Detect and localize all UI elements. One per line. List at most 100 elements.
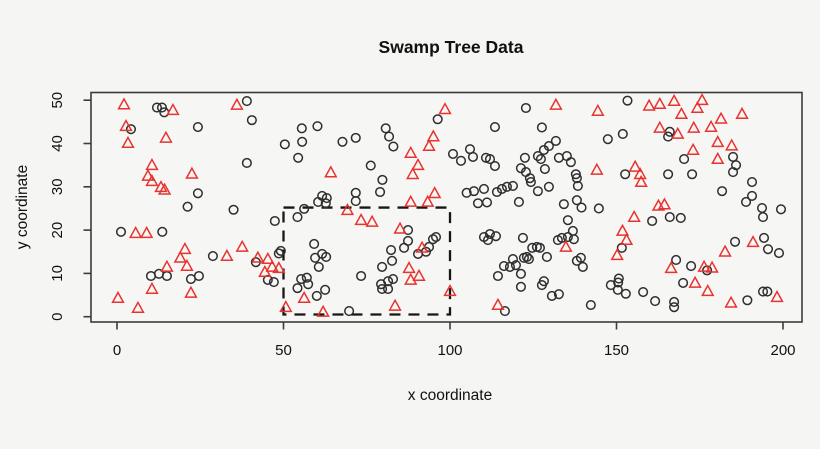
triangle-point [746,235,760,248]
circle-point [241,96,252,107]
circle-point [484,154,496,165]
circle-point [499,306,510,317]
circle-point [468,186,480,197]
triangle-point [159,130,173,143]
circle-point [432,114,443,125]
triangle-point [688,275,702,288]
circle-point [525,176,536,188]
triangle-point [388,298,402,311]
circle-point [593,203,604,214]
circle-point [664,212,675,223]
circle-point [617,128,628,140]
circle-point [313,261,324,272]
triangle-point [653,96,667,110]
circle-point [524,173,535,184]
triangle-point [316,304,330,317]
circle-point [293,152,304,163]
circle-point [728,167,739,178]
triangle-point [770,290,784,303]
triangle-point [714,111,728,124]
triangle-point [173,250,187,263]
circle-point [337,136,348,147]
circle-point [478,183,490,195]
triangle-point [674,106,689,120]
circle-point [269,215,280,227]
circle-point [273,248,284,259]
triangle-point [559,239,573,252]
x-tick-label: 150 [604,342,629,359]
triangle-point [406,167,420,180]
circle-point [535,154,546,165]
circle-point [576,202,587,213]
circle-point [575,252,586,263]
triangle-point [704,119,718,132]
circle-point [292,283,303,294]
triangle-point [657,197,672,210]
triangle-point [619,232,634,246]
triangle-point [426,129,441,142]
triangle-point [549,97,563,110]
y-tick-label: 10 [49,265,66,282]
circle-point [519,152,530,163]
circle-point [365,160,376,171]
circle-point [757,212,769,223]
circle-point [671,254,682,266]
circle-point [383,283,394,295]
x-tick-label: 0 [113,342,121,359]
triangle-point [178,241,192,255]
triangle-point [402,261,416,274]
circle-point [501,181,512,192]
triangle-point [438,102,452,115]
triangle-point [220,248,234,262]
circle-point [613,273,624,284]
x-tick-label: 200 [770,342,795,359]
circle-point [520,102,531,114]
circle-point [310,252,321,263]
triangle-point [590,162,604,175]
circle-point [461,187,472,198]
circle-point [541,251,552,262]
circle-point [484,228,496,240]
triangle-point [421,194,435,207]
circle-point [577,261,588,272]
circle-point [550,135,561,146]
triangle-point [718,244,732,257]
circle-point [742,295,753,306]
circle-point [380,123,391,134]
circle-point [299,203,310,214]
circle-point [757,286,769,297]
circle-point [650,296,661,307]
circle-point [602,134,613,145]
circle-point [496,183,507,195]
triangle-point [724,295,738,308]
circle-point [292,212,303,223]
circle-point [515,268,526,279]
circle-point [125,124,137,135]
triangle-point [686,142,700,155]
x-tick-label: 100 [437,342,462,359]
circle-point [377,261,388,272]
circle-point [313,196,324,208]
circle-point [387,255,398,266]
triangle-point [404,145,418,158]
triangle-point [145,281,159,294]
circle-point [151,102,163,113]
y-tick-label: 0 [49,313,66,321]
triangle-point [404,194,418,207]
circle-point [585,299,596,311]
circle-point [311,290,322,301]
circle-point [297,136,308,147]
circle-point [638,286,649,298]
triangle-point [251,250,265,263]
triangle-point [131,300,145,313]
circle-point [534,242,545,253]
circle-point [430,231,442,243]
circle-point [375,186,386,198]
circle-point [532,186,543,197]
triangle-point [422,138,436,152]
triangle-point [491,297,505,310]
triangle-point [117,97,131,110]
circle-point [758,232,770,243]
circle-point [558,199,569,210]
circle-point [729,236,741,247]
